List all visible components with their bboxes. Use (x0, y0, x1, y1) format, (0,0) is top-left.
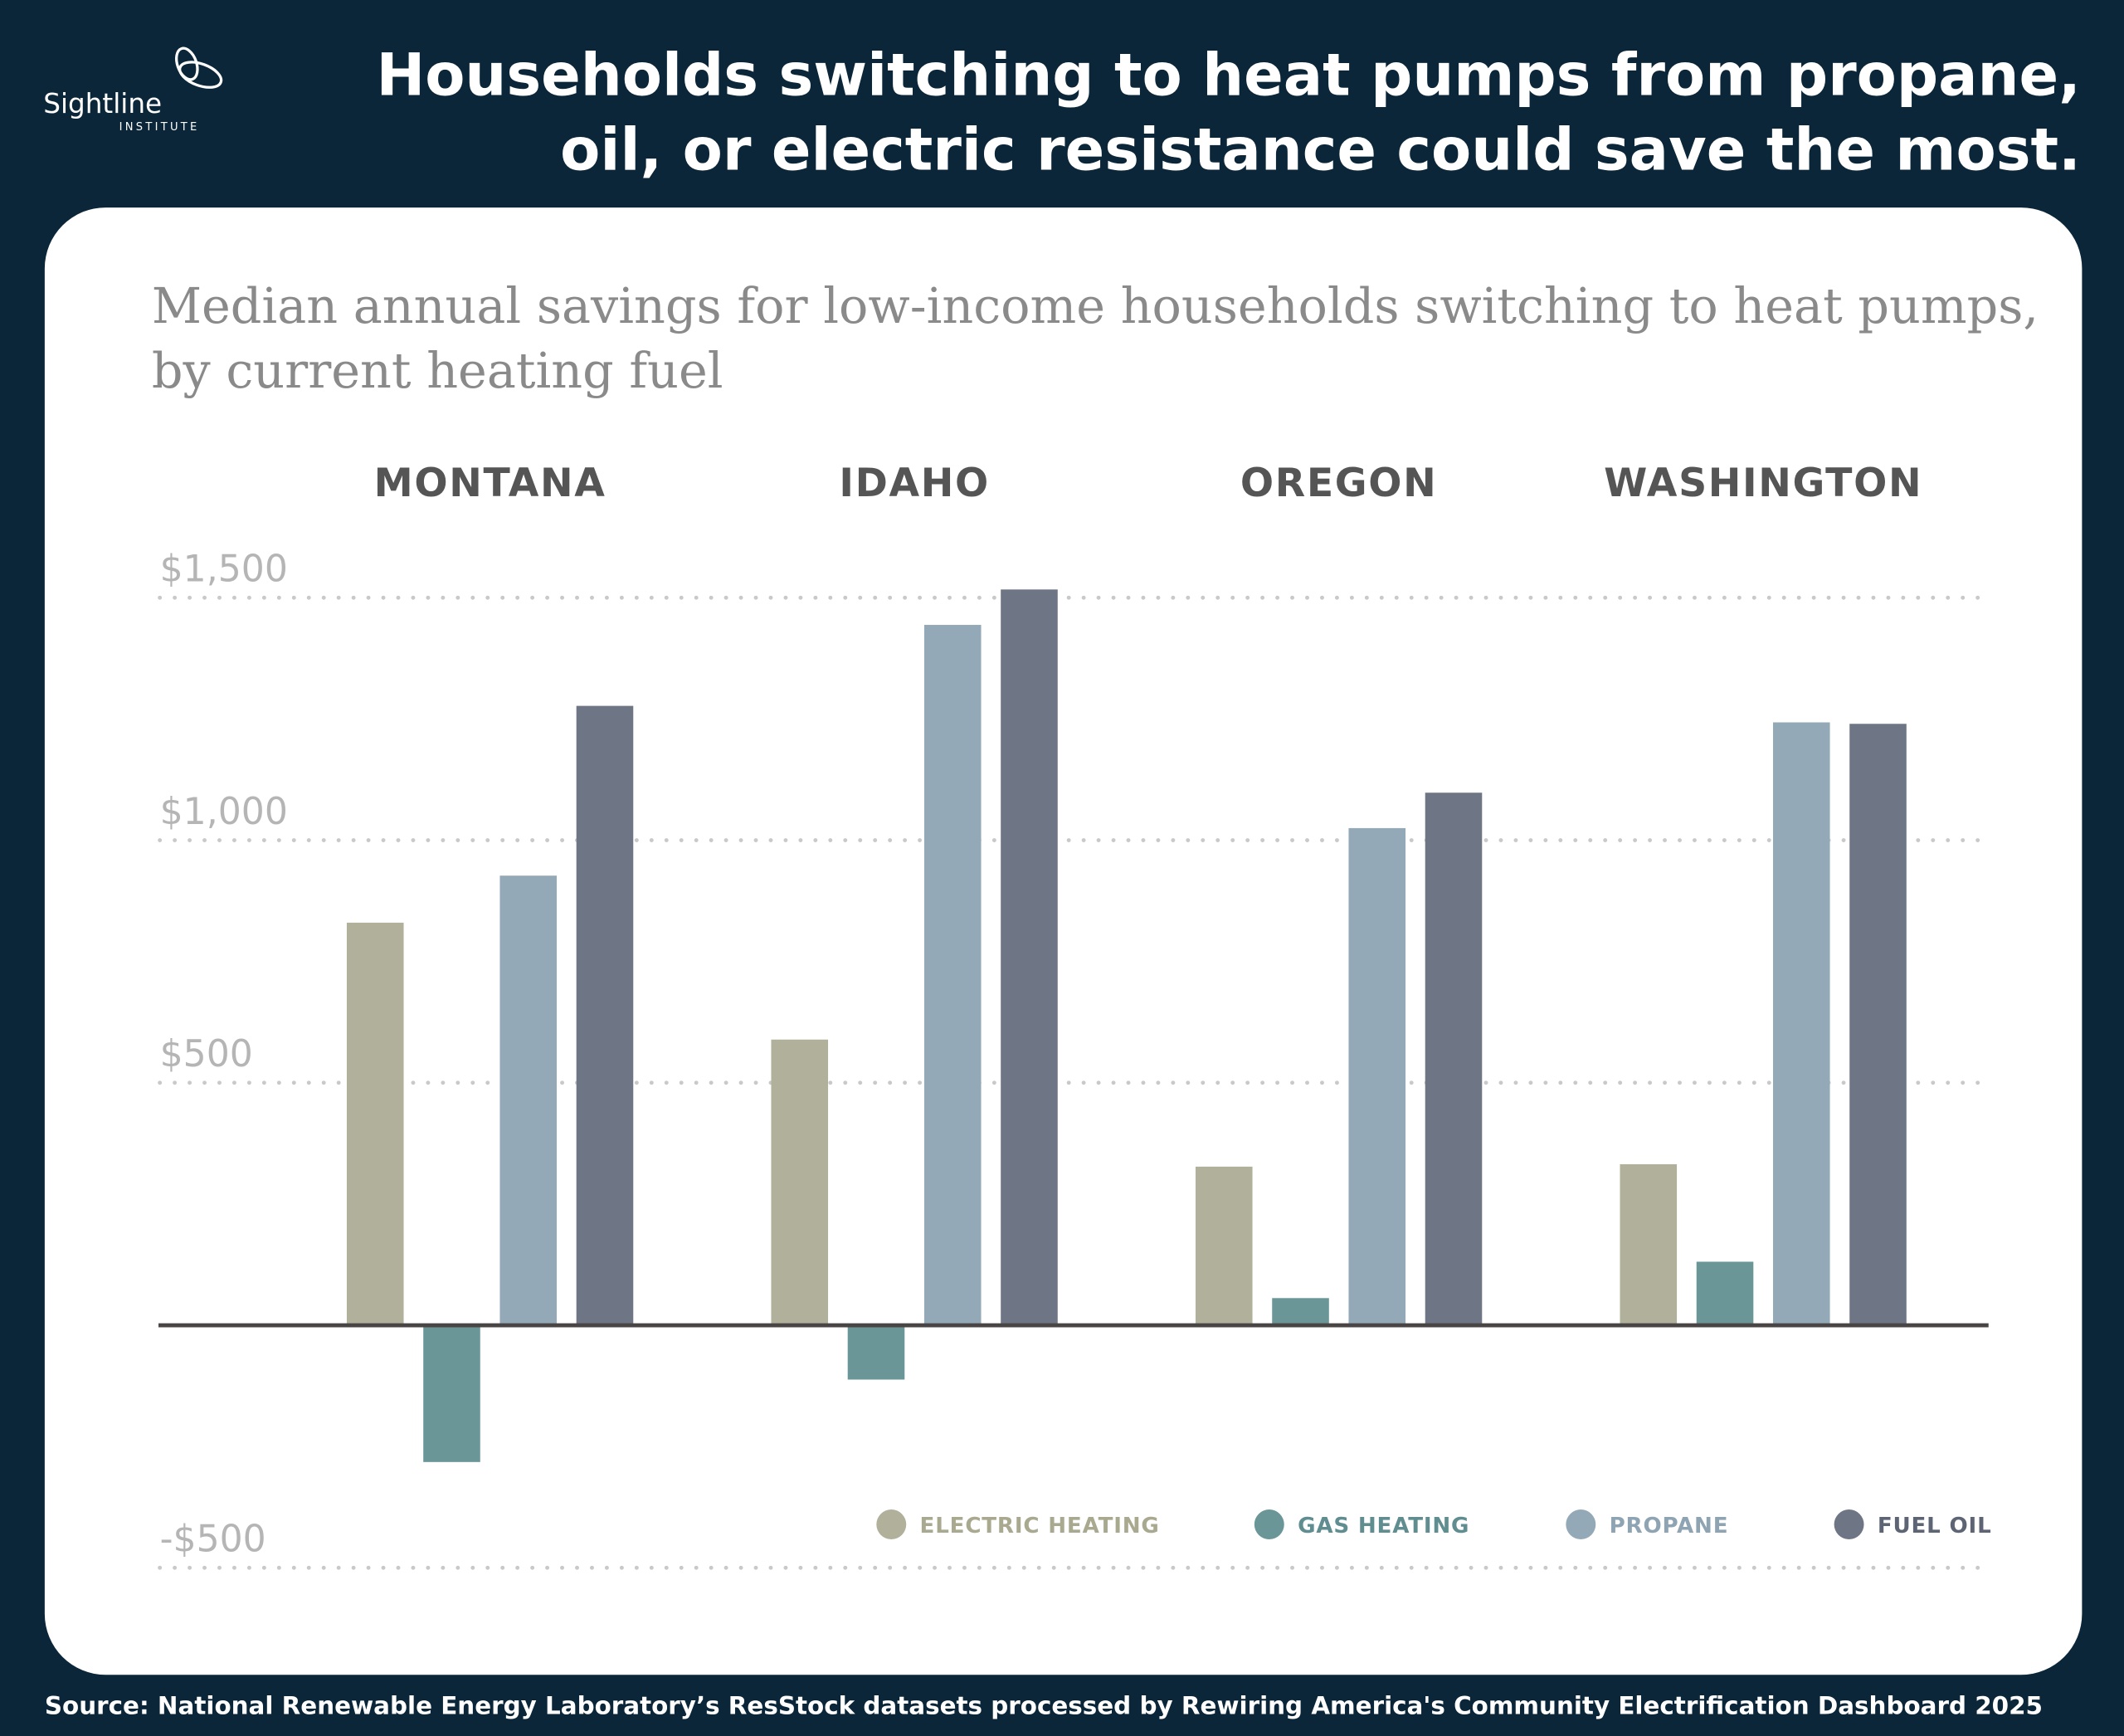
chart-title: Median annual savings for low-income hou… (152, 277, 2039, 334)
chart-title-line-2: by current heating fuel (152, 342, 723, 399)
legend-swatch (1566, 1509, 1596, 1539)
logo-name: Sightline (43, 88, 162, 119)
headline-line-1: Households switching to heat pumps from … (376, 41, 2080, 110)
bar-gas-heating (847, 1325, 905, 1380)
bar-electric-heating (346, 922, 404, 1326)
bar-electric-heating (771, 1039, 829, 1326)
legend-swatch (876, 1509, 907, 1539)
state-label: OREGON (1240, 461, 1438, 506)
bar-gas-heating (1272, 1298, 1329, 1326)
legend-swatch (1254, 1509, 1284, 1539)
legend-label: GAS HEATING (1298, 1514, 1469, 1539)
bar-propane (499, 875, 558, 1326)
bar-fuel-oil (1849, 724, 1907, 1326)
bar-gas-heating (1696, 1261, 1754, 1326)
state-label: MONTANA (374, 461, 607, 506)
legend-label: FUEL OIL (1878, 1514, 1992, 1539)
legend-label: PROPANE (1610, 1514, 1729, 1539)
y-tick-label: $1,000 (160, 791, 288, 833)
y-tick-label: -$500 (160, 1519, 266, 1561)
bar-electric-heating (1195, 1166, 1253, 1326)
headline-line-2: oil, or electric resistance could save t… (560, 115, 2081, 183)
legend-swatch (1834, 1509, 1864, 1539)
bar-propane (923, 625, 982, 1326)
bar-propane (1348, 827, 1406, 1326)
bar-gas-heating (423, 1325, 480, 1462)
bar-fuel-oil (576, 705, 634, 1326)
state-label: IDAHO (839, 461, 990, 506)
logo-sub: INSTITUTE (119, 121, 200, 134)
bar-propane (1772, 722, 1830, 1326)
bar-electric-heating (1620, 1163, 1678, 1326)
state-label: WASHINGTON (1604, 461, 1922, 506)
bar-fuel-oil (1425, 792, 1483, 1326)
sightline-logo: Sightline INSTITUTE (43, 46, 223, 134)
source-note: Source: National Renewable Energy Labora… (45, 1692, 2043, 1720)
y-tick-label: $1,500 (160, 549, 288, 591)
legend-label: ELECTRIC HEATING (920, 1514, 1160, 1539)
y-tick-label: $500 (160, 1033, 253, 1075)
bar-fuel-oil (1001, 589, 1058, 1326)
